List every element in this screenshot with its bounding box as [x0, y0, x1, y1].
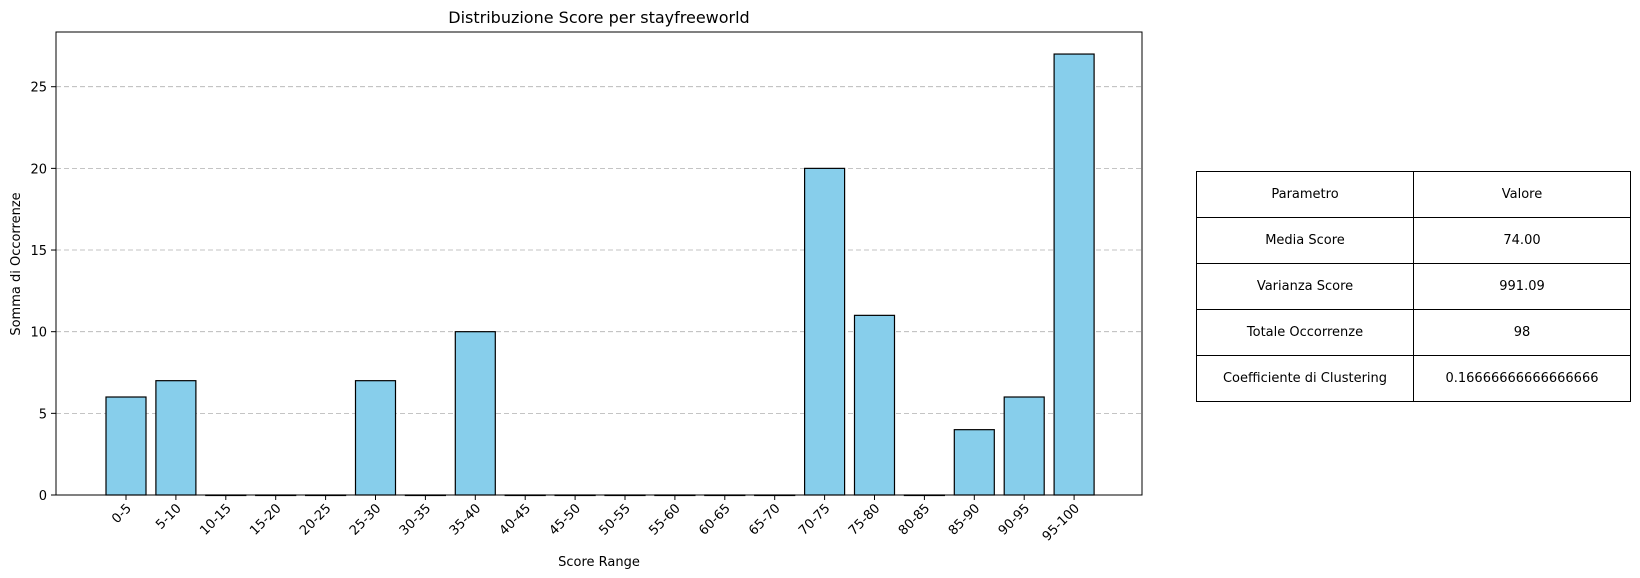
- table-row: Varianza Score 991.09: [1196, 263, 1631, 310]
- parameters-table: Parametro Valore Media Score 74.00 Varianza …: [1196, 171, 1631, 402]
- parameter-value: 991.09: [1413, 263, 1631, 310]
- table-header-cell: Valore: [1413, 171, 1631, 218]
- x-tick-label: 55-60: [646, 501, 683, 538]
- parameter-value: 74.00: [1413, 217, 1631, 264]
- x-tick-label: 85-90: [946, 501, 983, 538]
- parameter-name: Varianza Score: [1196, 263, 1414, 310]
- table-row: Media Score 74.00: [1196, 217, 1631, 264]
- table-row: Coefficiente di Clustering 0.166666666666…: [1196, 355, 1631, 402]
- x-tick-label: 15-20: [247, 501, 284, 538]
- x-tick-label: 20-25: [297, 501, 334, 538]
- bar: [1003, 396, 1045, 496]
- y-tick-label: 10: [30, 326, 47, 341]
- table-header-row: Parametro Valore: [1196, 171, 1631, 218]
- bar: [105, 396, 147, 496]
- y-axis-label: Somma di Occorrenze: [9, 192, 24, 335]
- x-tick-label: 40-45: [497, 501, 534, 538]
- bar: [1053, 53, 1095, 496]
- bar: [155, 380, 197, 496]
- bar: [803, 167, 846, 496]
- bar: [853, 314, 896, 496]
- x-tick-label: 50-55: [597, 501, 634, 538]
- plot-frame: [55, 31, 1143, 496]
- x-tick-label: 95-100: [1040, 501, 1083, 544]
- chart-title: Distribuzione Score per stayfreeworld: [448, 8, 749, 27]
- table-row: Totale Occorrenze 98: [1196, 309, 1631, 356]
- x-tick-label: 45-50: [547, 501, 584, 538]
- bar: [354, 380, 397, 496]
- x-tick-label: 90-95: [996, 501, 1033, 538]
- x-tick-label: 0-5: [109, 501, 135, 527]
- x-tick-label: 75-80: [846, 501, 883, 538]
- x-tick-label: 35-40: [447, 501, 484, 538]
- y-tick-label: 0: [39, 489, 47, 504]
- grid-lines: [56, 86, 1142, 414]
- y-tick-label: 20: [30, 162, 47, 177]
- parameter-value: 98: [1413, 309, 1631, 356]
- y-tick-label: 15: [30, 244, 47, 259]
- y-tick-label: 25: [30, 81, 47, 96]
- x-tick-label: 65-70: [746, 501, 783, 538]
- bar: [454, 331, 496, 496]
- parameter-value: 0.16666666666666666: [1413, 355, 1631, 402]
- bar: [953, 429, 995, 496]
- x-axis-label: Score Range: [558, 555, 640, 570]
- x-tick-label: 10-15: [197, 501, 234, 538]
- x-tick-label: 70-75: [796, 501, 833, 538]
- parameter-name: Totale Occorrenze: [1196, 309, 1414, 356]
- x-tick-label: 60-65: [696, 501, 733, 538]
- bar-chart: Distribuzione Score per stayfreeworld Sc…: [9, 8, 1143, 570]
- table-header-cell: Parametro: [1196, 171, 1414, 218]
- parameter-name: Coefficiente di Clustering: [1196, 355, 1414, 402]
- x-tick-label: 5-10: [153, 501, 184, 532]
- y-tick-label: 5: [39, 407, 47, 422]
- bars: [105, 53, 1095, 497]
- x-tick-label: 80-85: [896, 501, 933, 538]
- x-tick-label: 30-35: [397, 501, 434, 538]
- parameter-name: Media Score: [1196, 217, 1414, 264]
- x-tick-label: 25-30: [347, 501, 384, 538]
